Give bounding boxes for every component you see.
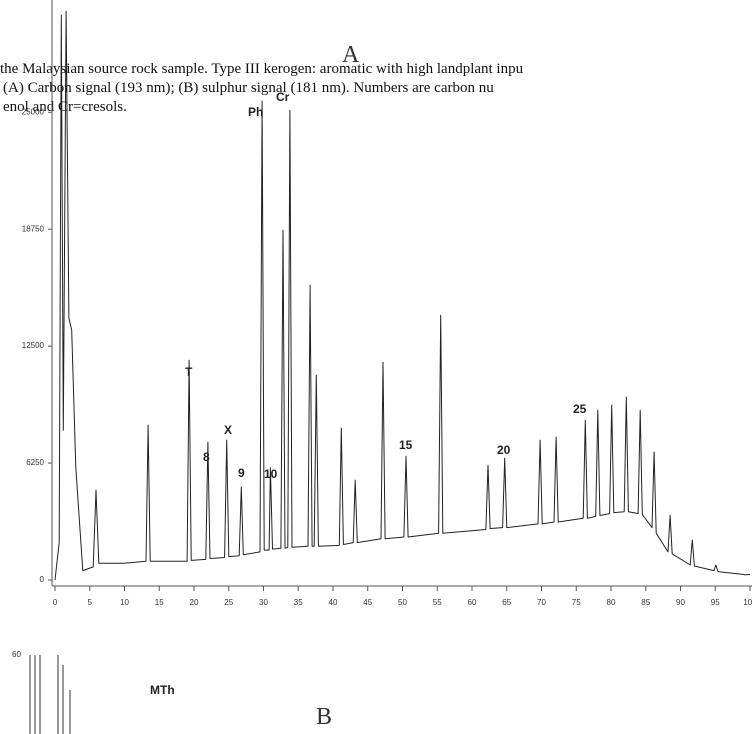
- chromatogram-trace: [54, 10, 751, 581]
- x-tick-label: 20: [190, 598, 199, 607]
- x-tick-label: 0: [53, 598, 58, 607]
- x-tick-label: 95: [711, 598, 720, 607]
- y-tick-label: 12500: [22, 341, 45, 350]
- x-tick-label: 70: [537, 598, 546, 607]
- peak-label: 8: [203, 450, 210, 464]
- y-tick-label: 0: [40, 575, 45, 584]
- x-tick-label: 80: [607, 598, 616, 607]
- peak-label: T: [185, 365, 193, 379]
- peak-label: Ph: [248, 105, 263, 119]
- caption-line: the Malaysian source rock sample. Type I…: [0, 61, 524, 77]
- x-tick-label: 100: [743, 598, 752, 607]
- x-tick-label: 30: [259, 598, 268, 607]
- x-tick-label: 35: [294, 598, 303, 607]
- peak-label: Cr: [276, 90, 290, 104]
- x-tick-label: 75: [572, 598, 581, 607]
- x-tick-label: 90: [676, 598, 685, 607]
- x-tick-label: 5: [88, 598, 93, 607]
- y-tick-label: 6250: [26, 458, 44, 467]
- peak-label: 15: [399, 438, 413, 452]
- caption-line: (A) Carbon signal (193 nm); (B) sulphur …: [3, 80, 494, 96]
- y-tick-label: 60: [12, 650, 21, 659]
- x-tick-label: 50: [398, 598, 407, 607]
- caption-line: enol and Cr=cresols.: [3, 99, 127, 115]
- x-tick-label: 15: [155, 598, 164, 607]
- x-tick-label: 55: [433, 598, 442, 607]
- x-tick-label: 40: [329, 598, 338, 607]
- x-tick-label: 10: [120, 598, 129, 607]
- peak-label: 25: [573, 402, 587, 416]
- peak-label: 10: [264, 467, 278, 481]
- x-tick-label: 65: [502, 598, 511, 607]
- x-tick-label: 60: [468, 598, 477, 607]
- peak-label: 20: [497, 443, 511, 457]
- peak-label: MTh: [150, 683, 175, 697]
- panel-label: A: [342, 42, 360, 68]
- panel-label: B: [316, 704, 332, 730]
- x-tick-label: 45: [363, 598, 372, 607]
- x-tick-label: 85: [641, 598, 650, 607]
- y-tick-label: 25000: [22, 107, 45, 116]
- x-tick-label: 25: [224, 598, 233, 607]
- peak-label: X: [224, 423, 232, 437]
- y-tick-label: 18750: [22, 224, 45, 233]
- peak-label: 9: [238, 466, 245, 480]
- panel-b: 60 MTh B: [12, 650, 332, 734]
